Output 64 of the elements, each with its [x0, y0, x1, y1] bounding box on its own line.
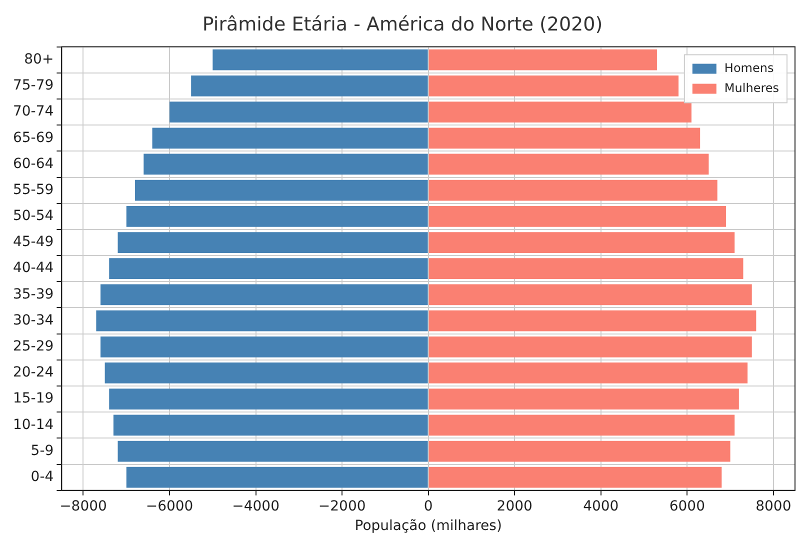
bar [428, 49, 657, 70]
x-tick-label: 0 [424, 498, 433, 514]
y-tick-label: 40-44 [12, 260, 54, 276]
y-tick-label: 10-14 [12, 416, 54, 433]
y-tick-label: 55-59 [12, 182, 54, 198]
bar [428, 232, 735, 253]
x-tick-label: −4000 [232, 498, 280, 514]
bar [109, 388, 428, 410]
bar [152, 128, 428, 149]
bar [109, 258, 428, 280]
bar [126, 206, 428, 227]
chart-title: Pirâmide Etária - América do Norte (2020) [202, 13, 603, 36]
bar [428, 258, 744, 280]
x-tick-label: −6000 [146, 498, 194, 514]
x-tick-label: −8000 [60, 498, 107, 514]
bar [100, 284, 428, 306]
bar [428, 206, 726, 227]
y-tick-label: 25-29 [12, 338, 54, 355]
x-tick-label: 6000 [669, 498, 705, 514]
y-tick-label: 35-39 [12, 286, 54, 302]
bar [428, 336, 752, 358]
bar [170, 102, 428, 122]
bar [191, 76, 428, 96]
bar [428, 128, 700, 149]
y-tick-label: 70-74 [12, 104, 54, 120]
y-tick-label: 80+ [24, 51, 54, 68]
bar [144, 154, 428, 175]
bar [428, 154, 709, 175]
y-tick-label: 65-69 [12, 130, 54, 146]
bar [428, 362, 748, 384]
bar [428, 414, 735, 436]
y-tick-label: 30-34 [12, 312, 54, 328]
bar [428, 284, 752, 306]
bar [118, 232, 428, 253]
bar [428, 440, 730, 462]
legend-label: Homens [724, 60, 774, 75]
bar [135, 180, 428, 201]
bar [212, 49, 428, 70]
x-tick-label: 8000 [756, 498, 792, 514]
bar [428, 102, 692, 122]
y-tick-label: 60-64 [12, 156, 54, 172]
x-axis-title: População (milhares) [354, 518, 502, 534]
bar [118, 440, 428, 462]
x-tick-label: 4000 [583, 498, 619, 514]
y-tick-label: 5-9 [30, 442, 54, 459]
bar [96, 310, 428, 332]
y-tick-label: 50-54 [12, 208, 54, 224]
bar [428, 466, 722, 488]
bar [428, 310, 756, 332]
bar [113, 414, 428, 436]
bar [428, 388, 739, 410]
x-tick-label: −2000 [318, 498, 366, 514]
bar [100, 336, 428, 358]
legend-label: Mulheres [724, 80, 780, 95]
y-tick-label: 15-19 [12, 390, 54, 407]
y-tick-label: 45-49 [12, 234, 54, 250]
bar [428, 76, 679, 96]
bar [126, 466, 428, 488]
y-tick-label: 20-24 [12, 364, 54, 381]
y-tick-label: 0-4 [30, 468, 54, 485]
x-tick-label: 2000 [496, 498, 532, 514]
bar [104, 362, 428, 384]
bar [428, 180, 718, 201]
y-tick-label: 75-79 [12, 78, 54, 94]
